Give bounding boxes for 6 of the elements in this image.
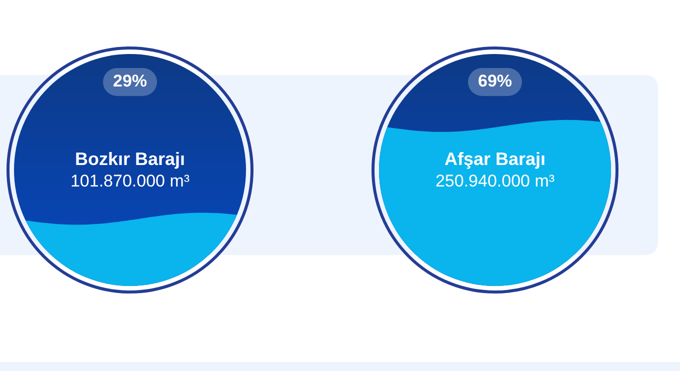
text: Bozkır Barajı xyxy=(74,148,186,169)
text: Afşar Barajı xyxy=(444,148,546,169)
data-label: 29% xyxy=(112,72,148,91)
data-label: 69% xyxy=(478,72,512,91)
text: 250.940.000 m³ xyxy=(435,172,555,191)
text: 101.870.000 m³ xyxy=(70,172,190,191)
